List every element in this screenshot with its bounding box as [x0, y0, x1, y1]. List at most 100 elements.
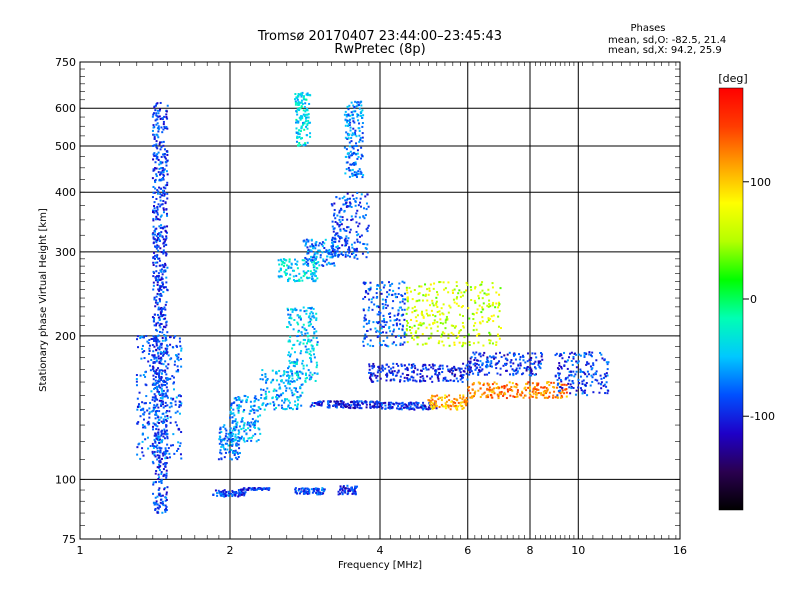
data-point: [488, 299, 491, 302]
data-point: [306, 122, 309, 125]
data-point: [248, 487, 251, 490]
data-point: [357, 225, 360, 228]
data-point: [260, 396, 263, 399]
data-point: [436, 305, 439, 308]
data-point: [331, 249, 334, 252]
data-point: [159, 505, 162, 508]
data-point: [175, 355, 178, 358]
data-point: [512, 372, 515, 375]
data-point: [148, 416, 151, 419]
data-point: [155, 197, 158, 200]
data-point: [347, 108, 350, 111]
data-point: [380, 343, 383, 346]
data-point: [545, 392, 548, 395]
data-point: [466, 363, 469, 366]
data-point: [368, 289, 371, 292]
data-point: [396, 407, 399, 410]
data-point: [155, 146, 158, 149]
data-point: [317, 492, 320, 495]
data-point: [165, 382, 168, 385]
data-point: [166, 289, 169, 292]
data-point: [234, 420, 237, 423]
data-point: [383, 319, 386, 322]
data-point: [157, 374, 160, 377]
data-point: [348, 201, 351, 204]
data-point: [265, 404, 268, 407]
data-point: [483, 351, 486, 354]
data-point: [157, 158, 160, 161]
data-point: [572, 386, 575, 389]
data-point: [353, 162, 356, 165]
data-point: [304, 113, 307, 116]
data-point: [583, 355, 586, 358]
data-point: [290, 317, 293, 320]
data-point: [348, 141, 351, 144]
data-point: [417, 323, 420, 326]
data-point: [318, 249, 321, 252]
data-point: [453, 405, 456, 408]
data-point: [264, 487, 267, 490]
data-point: [355, 174, 358, 177]
data-point: [309, 132, 312, 135]
data-point: [362, 297, 365, 300]
data-point: [388, 369, 391, 372]
data-point: [379, 377, 382, 380]
data-point: [303, 338, 306, 341]
data-point: [491, 282, 494, 285]
data-point: [294, 98, 297, 101]
data-point: [537, 382, 540, 385]
data-point: [353, 400, 356, 403]
data-point: [450, 331, 453, 334]
data-point: [220, 431, 223, 434]
data-point: [530, 370, 533, 373]
data-point: [525, 389, 528, 392]
data-point: [223, 447, 226, 450]
data-point: [161, 390, 164, 393]
data-point: [249, 429, 252, 432]
data-point: [350, 486, 353, 489]
data-point: [416, 343, 419, 346]
data-point: [154, 387, 157, 390]
data-point: [312, 245, 315, 248]
data-point: [343, 210, 346, 213]
data-point: [345, 168, 348, 171]
data-point: [164, 262, 167, 265]
data-point: [349, 129, 352, 132]
data-point: [291, 269, 294, 272]
data-point: [493, 381, 496, 384]
data-point: [455, 284, 458, 287]
data-point: [572, 357, 575, 360]
data-point: [405, 286, 408, 289]
data-point: [308, 102, 311, 105]
data-point: [381, 403, 384, 406]
data-point: [591, 376, 594, 379]
data-point: [438, 371, 441, 374]
data-point: [166, 331, 169, 334]
data-point: [180, 457, 183, 460]
data-point: [313, 258, 316, 261]
data-point: [581, 380, 584, 383]
data-point: [557, 382, 560, 385]
data-point: [152, 492, 155, 495]
data-point: [378, 321, 381, 324]
data-point: [306, 487, 309, 490]
data-point: [473, 353, 476, 356]
data-point: [353, 106, 356, 109]
data-point: [569, 392, 572, 395]
data-point: [136, 453, 139, 456]
data-point: [419, 372, 422, 375]
data-point: [345, 240, 348, 243]
data-point: [152, 217, 155, 220]
data-point: [529, 362, 532, 365]
data-point: [164, 453, 167, 456]
data-point: [304, 351, 307, 354]
data-point: [155, 404, 158, 407]
data-point: [290, 370, 293, 373]
data-point: [366, 251, 369, 254]
data-point: [180, 431, 183, 434]
data-point: [552, 386, 555, 389]
data-point: [386, 304, 389, 307]
data-point: [279, 268, 282, 271]
data-point: [164, 187, 167, 190]
data-point: [156, 458, 159, 461]
